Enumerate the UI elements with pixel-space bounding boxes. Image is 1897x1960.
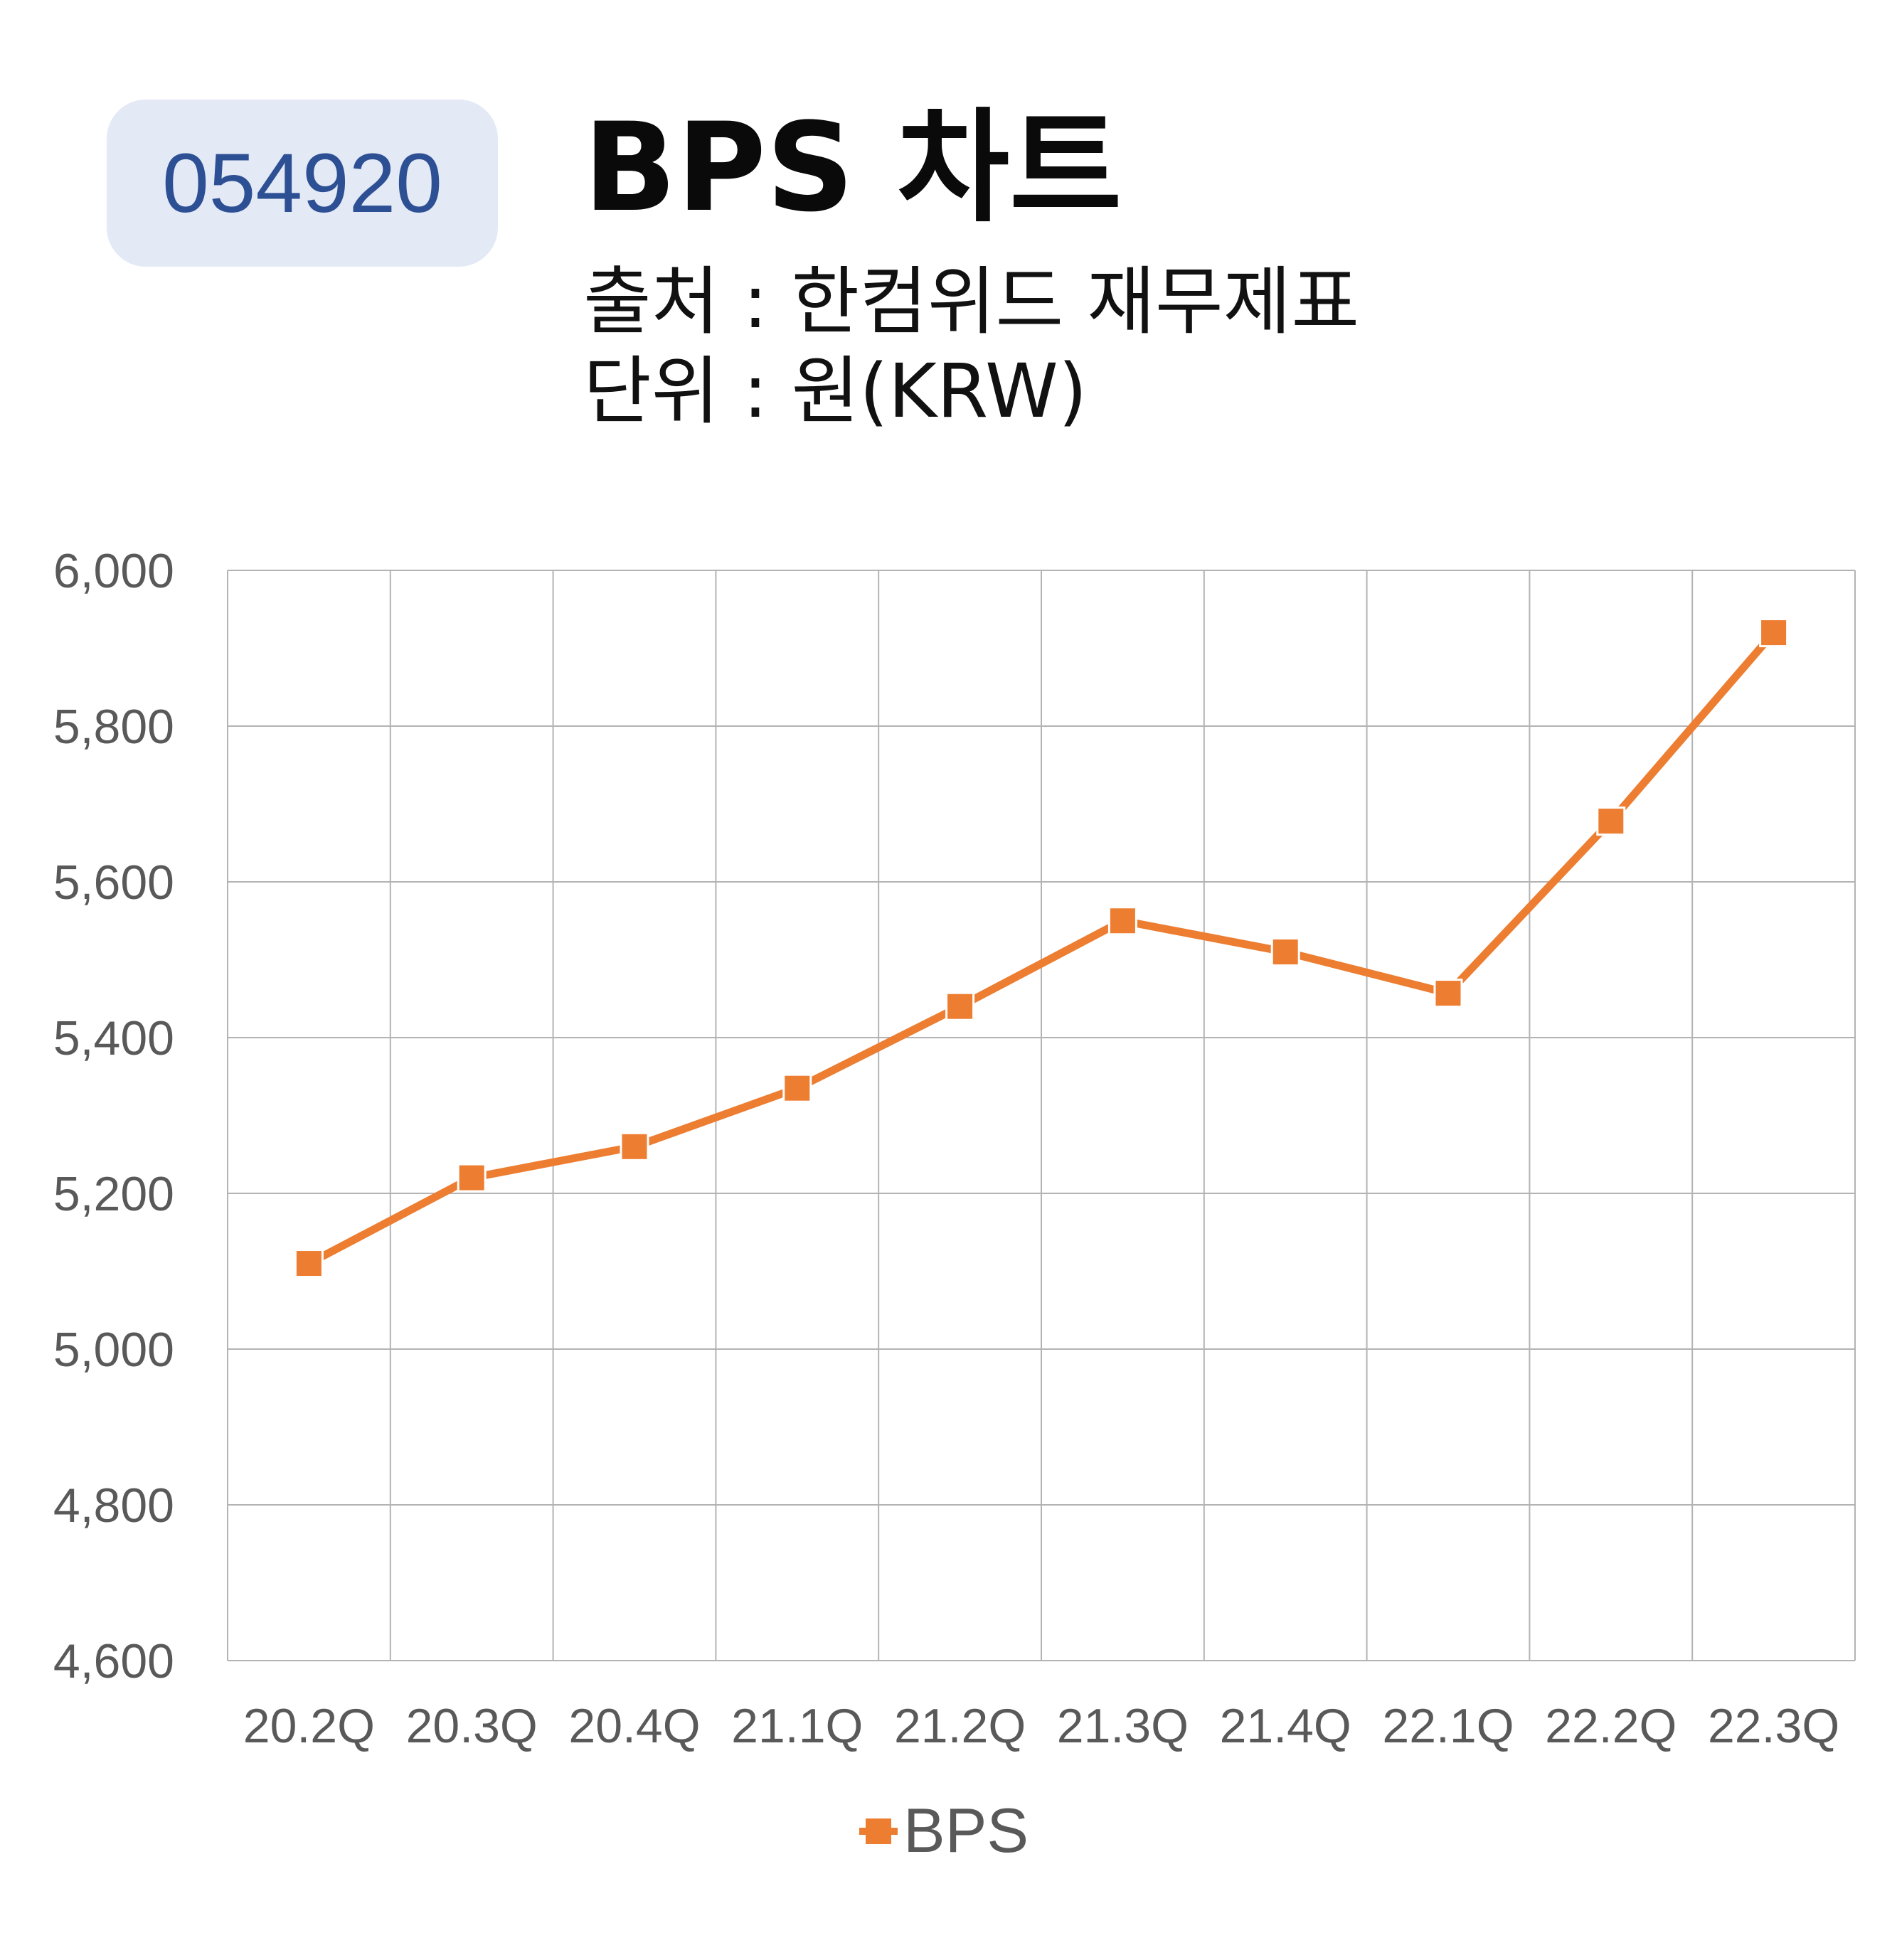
y-axis-ticks: 4,600 4,800 5,000 5,200 5,400 5,600 5,800 6,000	[53, 544, 174, 1688]
grid-lines	[227, 570, 1856, 1661]
legend-label: BPS	[903, 1795, 1029, 1865]
y-tick-label: 5,000	[53, 1323, 174, 1377]
chart-title: BPS 차트	[583, 96, 1122, 239]
data-point-marker	[1107, 906, 1137, 936]
data-point-marker	[1759, 618, 1789, 648]
x-tick-label: 20.3Q	[406, 1699, 538, 1753]
y-tick-label: 5,200	[53, 1167, 174, 1221]
x-tick-label: 21.1Q	[731, 1699, 863, 1753]
data-point-marker	[945, 991, 975, 1021]
x-tick-label: 21.4Q	[1220, 1699, 1351, 1753]
y-tick-label: 4,800	[53, 1479, 174, 1533]
data-point-marker	[1433, 979, 1463, 1008]
x-tick-label: 22.3Q	[1708, 1699, 1839, 1753]
data-point-marker	[782, 1073, 812, 1103]
x-tick-label: 22.2Q	[1545, 1699, 1677, 1753]
x-tick-label: 20.4Q	[568, 1699, 700, 1753]
series-line	[304, 629, 1778, 1268]
data-point-marker	[294, 1249, 324, 1279]
y-tick-label: 4,600	[53, 1634, 174, 1688]
chart-source: 출처 : 한컴위드 재무제표	[583, 258, 1360, 345]
ticker-code: 054920	[162, 136, 442, 230]
data-point-marker	[457, 1163, 487, 1193]
y-tick-label: 5,800	[53, 700, 174, 754]
y-tick-label: 5,600	[53, 856, 174, 910]
data-point-marker	[620, 1131, 649, 1161]
legend-marker	[866, 1818, 891, 1844]
x-tick-label: 20.2Q	[243, 1699, 375, 1753]
x-tick-label: 21.2Q	[894, 1699, 1026, 1753]
data-point-marker	[1596, 806, 1626, 836]
x-tick-label: 21.3Q	[1057, 1699, 1189, 1753]
y-tick-label: 6,000	[53, 544, 174, 598]
x-tick-label: 22.1Q	[1382, 1699, 1514, 1753]
chart-unit: 단위 : 원(KRW)	[583, 348, 1088, 435]
x-axis-ticks: 20.2Q 20.3Q 20.4Q 21.1Q 21.2Q 21.3Q 21.4Q 22.1Q…	[243, 1699, 1839, 1753]
series-bps	[294, 618, 1789, 1279]
y-tick-label: 5,400	[53, 1011, 174, 1065]
legend: BPS	[859, 1795, 1029, 1865]
ticker-badge: 054920	[107, 100, 498, 267]
data-point-marker	[1270, 937, 1300, 967]
